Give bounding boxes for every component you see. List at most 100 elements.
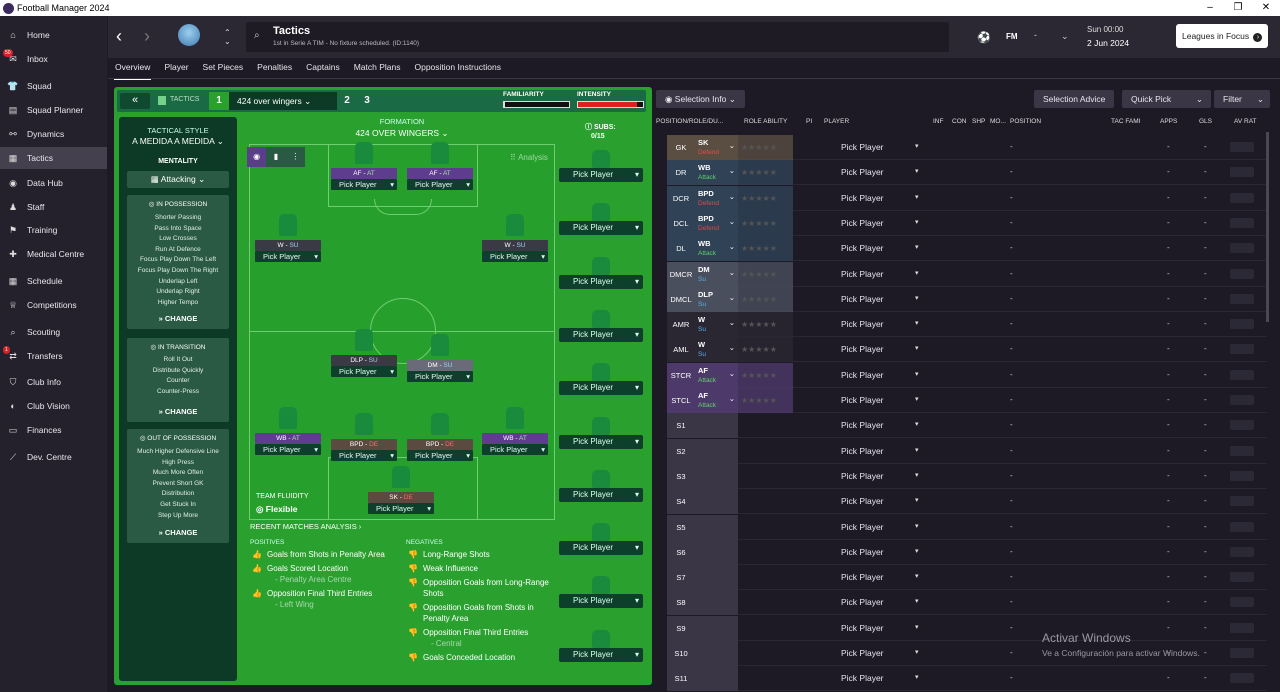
player-shirt-icon[interactable] [279, 407, 297, 429]
pick-player-dropdown[interactable]: Pick Player ▾ [482, 444, 548, 455]
position-role-label[interactable]: WB - AT [482, 433, 548, 444]
role-duty-cell[interactable]: AF Attack ⌄ [695, 362, 738, 388]
column-header[interactable]: PLAYER [824, 118, 850, 125]
pick-player-dropdown[interactable]: Pick Player [841, 243, 884, 254]
column-header[interactable]: AV RAT [1234, 118, 1257, 125]
role-duty-cell[interactable]: SK Defend ⌄ [695, 135, 738, 160]
sidebar-item-dev-centre[interactable]: ⟋ Dev. Centre [0, 446, 107, 468]
position-role-label[interactable]: W - SU [255, 240, 321, 251]
out-of-possession-box[interactable]: ◎ OUT OF POSSESSION Much Higher Defensiv… [127, 429, 229, 543]
fm-menu-chevron-icon[interactable]: - [1034, 30, 1037, 40]
collapse-icon[interactable]: « [120, 93, 150, 109]
formation-dropdown[interactable]: 424 OVER WINGERS ⌄ [249, 128, 555, 139]
role-duty-cell[interactable]: W Su ⌄ [695, 312, 738, 338]
sidebar-item-medical-centre[interactable]: ✚ Medical Centre [0, 243, 107, 265]
sidebar-item-data-hub[interactable]: ◉ Data Hub [0, 172, 107, 194]
player-shirt-icon[interactable] [355, 413, 373, 435]
pick-player-dropdown[interactable]: Pick Player [841, 319, 884, 330]
sidebar-item-schedule[interactable]: ▦ Schedule [0, 270, 107, 292]
pick-player-dropdown[interactable]: Pick Player [841, 142, 884, 152]
pick-player-dropdown[interactable]: Pick Player [841, 293, 884, 304]
analysis-title-link[interactable]: RECENT MATCHES ANALYSIS › [250, 522, 362, 531]
globe-icon[interactable]: ⚽ [977, 32, 991, 44]
team-fluidity-value[interactable]: ◎ Flexible [256, 504, 297, 515]
sidebar-item-tactics[interactable]: ▦ Tactics [0, 147, 107, 169]
tab-set-pieces[interactable]: Set Pieces [202, 62, 244, 72]
player-shirt-icon[interactable] [431, 413, 449, 435]
pick-player-dropdown[interactable]: Pick Player [841, 673, 884, 684]
pick-player-dropdown[interactable]: Pick Player ▾ [255, 444, 321, 455]
column-header[interactable]: POSITION [1010, 118, 1042, 125]
close-button[interactable]: ✕ [1261, 2, 1271, 13]
player-shirt-icon[interactable] [392, 466, 410, 488]
pick-player-dropdown[interactable]: Pick Player [841, 470, 884, 481]
pick-player-dropdown[interactable]: Pick Player ▾ [407, 450, 473, 461]
fm-menu[interactable]: FM [1006, 32, 1018, 41]
tactical-style-dropdown[interactable]: A MEDIDA A MEDIDA ⌄ [119, 136, 237, 147]
depth-view-icon[interactable]: ⋮ [285, 147, 305, 167]
position-role-label[interactable]: WB - AT [255, 433, 321, 444]
position-role-label[interactable]: BPD - DE [331, 439, 397, 450]
player-shirt-icon[interactable] [506, 214, 524, 236]
position-role-label[interactable]: AF - AT [407, 168, 473, 179]
tactic-slot-2[interactable]: 2 [337, 92, 357, 110]
in-transition-box[interactable]: ◎ IN TRANSITION Roll It Out Distribute Qu… [127, 338, 229, 422]
sidebar-item-staff[interactable]: ♟ Staff [0, 196, 107, 218]
club-crest-icon[interactable] [178, 24, 200, 46]
sub-pick-player-dropdown[interactable]: Pick Player ▾ [559, 327, 643, 342]
sidebar-item-training[interactable]: ⚑ Training [0, 219, 107, 241]
column-header[interactable]: ROLE ABILITY [744, 118, 788, 125]
position-role-label[interactable]: W - SU [482, 240, 548, 251]
column-header[interactable]: GLS [1199, 118, 1213, 125]
sidebar-item-club-info[interactable]: ⛉ Club Info [0, 371, 107, 393]
sidebar-item-inbox[interactable]: ✉ Inbox 50 [0, 48, 107, 70]
pick-player-dropdown[interactable]: Pick Player ▾ [482, 251, 548, 262]
tab-overview[interactable]: Overview [108, 58, 157, 80]
role-duty-cell[interactable]: DM Su ⌄ [695, 261, 738, 287]
player-shirt-icon[interactable] [431, 142, 449, 164]
stats-view-icon[interactable]: ▮ [266, 147, 286, 167]
pick-player-dropdown[interactable]: Pick Player ▾ [368, 503, 434, 514]
pick-player-dropdown[interactable]: Pick Player [841, 192, 884, 203]
pick-player-dropdown[interactable]: Pick Player ▾ [407, 179, 473, 190]
tactic-slot-3[interactable]: 3 [357, 92, 377, 110]
sidebar-item-squad[interactable]: 👕 Squad [0, 75, 107, 97]
tab-match-plans[interactable]: Match Plans [353, 62, 401, 72]
role-duty-cell[interactable]: BPD Defend ⌄ [695, 185, 738, 211]
tab-opposition-instructions[interactable]: Opposition Instructions [414, 62, 501, 72]
pick-player-dropdown[interactable]: Pick Player ▾ [255, 251, 321, 262]
analysis-button[interactable]: ⠿ Analysis [510, 153, 548, 162]
forward-arrow-icon[interactable]: › [144, 26, 150, 46]
pick-player-dropdown[interactable]: Pick Player [841, 622, 884, 633]
pitch-view-toggle[interactable]: ◉ ▮ ⋮ [247, 147, 305, 167]
sub-pick-player-dropdown[interactable]: Pick Player ▾ [559, 168, 643, 182]
pick-player-dropdown[interactable]: Pick Player [841, 344, 884, 355]
column-header[interactable]: TAC FAMI [1111, 118, 1141, 125]
player-shirt-icon[interactable] [355, 329, 373, 351]
pick-player-dropdown[interactable]: Pick Player ▾ [407, 371, 473, 382]
tab-penalties[interactable]: Penalties [257, 62, 293, 72]
role-duty-cell[interactable]: WB Attack ⌄ [695, 236, 738, 262]
maximize-button[interactable]: ❐ [1233, 2, 1243, 13]
selection-info-dropdown[interactable]: ◉ Selection Info ⌄ [656, 90, 745, 108]
pick-player-dropdown[interactable]: Pick Player [841, 521, 884, 532]
in-possession-box[interactable]: ◎ IN POSSESSION Shorter Passing Pass Into… [127, 195, 229, 329]
sub-pick-player-dropdown[interactable]: Pick Player ▾ [559, 381, 643, 396]
sub-pick-player-dropdown[interactable]: Pick Player ▾ [559, 541, 643, 556]
role-duty-cell[interactable]: DLP Su ⌄ [695, 286, 738, 312]
role-duty-cell[interactable]: BPD Defend ⌄ [695, 210, 738, 236]
